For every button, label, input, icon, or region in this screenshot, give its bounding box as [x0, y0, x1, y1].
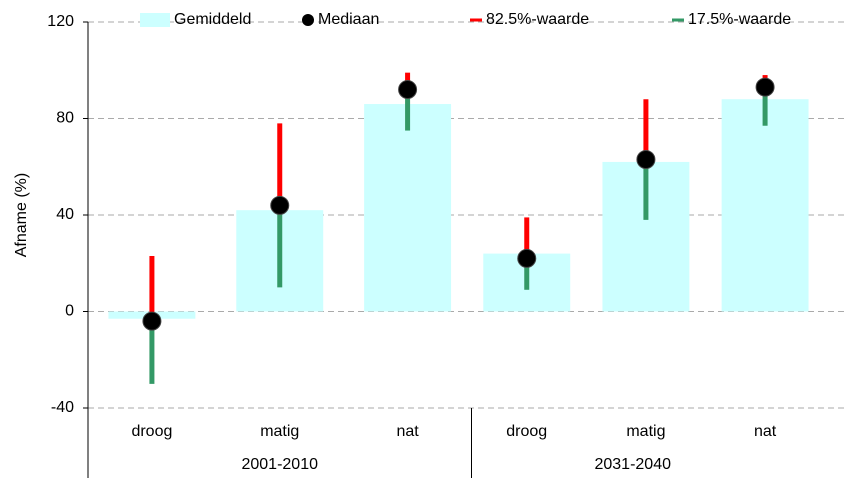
bar: [364, 104, 452, 312]
x-tick-label: matig: [260, 423, 299, 440]
median-dot: [398, 80, 418, 100]
grid: [88, 21, 846, 409]
y-tick-label: 120: [47, 13, 74, 30]
x-tick-label: nat: [396, 423, 419, 440]
median-dot: [636, 150, 656, 170]
x-tick-label: matig: [626, 423, 665, 440]
legend-label: Mediaan: [318, 11, 379, 28]
legend-swatch: [302, 14, 314, 26]
legend-label: 17.5%-waarde: [688, 11, 791, 28]
y-tick-label: -40: [51, 399, 74, 416]
y-tick-label: 0: [65, 303, 74, 320]
y-axis-label: Afname (%): [13, 173, 30, 257]
legend-swatch: [140, 13, 170, 27]
legend-label: Gemiddeld: [174, 11, 251, 28]
group-label: 2001-2010: [241, 456, 318, 473]
y-tick-label: 40: [56, 206, 74, 223]
group-label: 2031-2040: [594, 456, 671, 473]
legend-label: 82.5%-waarde: [486, 11, 589, 28]
x-tick-label: nat: [754, 423, 777, 440]
y-tick-label: 80: [56, 110, 74, 127]
bar: [721, 99, 809, 312]
median-dot: [517, 248, 537, 268]
x-tick-label: droog: [506, 423, 547, 440]
median-dot: [270, 195, 290, 215]
median-dot: [755, 77, 775, 97]
x-tick-label: droog: [131, 423, 172, 440]
legend: Gemiddeld Mediaan 82.5%-waarde 17.5%-waarde: [140, 11, 791, 28]
median-dot: [142, 311, 162, 331]
